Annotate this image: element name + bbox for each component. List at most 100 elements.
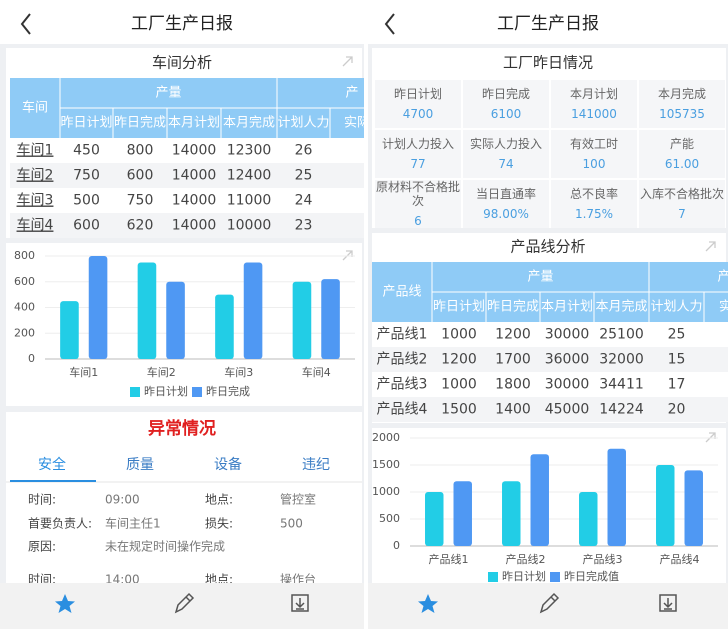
bar [453,481,472,546]
summary-cell-text: 本月完成 105735 [639,80,725,128]
bar [425,492,444,546]
tab[interactable]: 设备 [214,456,242,473]
bar [530,454,549,546]
summary-value: 98.00% [483,207,529,221]
table-row [10,188,364,213]
summary-cell [463,130,549,178]
detail-text: 时间: [28,493,56,507]
download-icon[interactable] [291,594,309,612]
table-cell: 25 [668,327,686,343]
detail-text: 管控室 [280,492,316,507]
summary-label: 入库不合格批次 [639,187,724,201]
tab[interactable]: 质量 [126,457,154,473]
x-tick-label: 车间3 [224,365,253,379]
y-tick-label: 500 [379,512,400,525]
table-cell: 14000 [172,168,217,184]
table-cell: 产品线2 [377,352,428,368]
table-cell: 14000 [172,218,217,234]
column-header: 昨日计划 [433,300,485,315]
summary-value: 74 [498,157,514,171]
summary-label: 昨日计划 [393,87,442,101]
x-tick-label: 产品线1 [429,552,469,566]
group-header: 车间 [22,100,48,116]
table-cell: 600 [127,168,154,184]
table-cell: 车间3 [17,192,54,209]
header-title: 工厂生产日报 [131,14,233,34]
anomaly-title: 异常情况 [148,418,216,439]
table-cell: 1700 [495,352,531,368]
x-tick-label: 车间4 [302,365,331,379]
summary-value: 105735 [659,107,705,121]
table-cell: 34411 [599,377,644,393]
bar [607,448,626,546]
table-cell: 800 [127,143,154,159]
column-header: 本月完成 [223,116,275,131]
table-cell: 11000 [227,193,272,209]
bar [656,465,675,546]
summary-value: 61.00 [664,157,700,171]
summary-cell-content: 有效工时 100 [570,137,618,171]
edit-icon[interactable] [539,592,560,614]
table-row [372,372,728,397]
summary-cell [639,130,725,178]
x-tick-label: 车间1 [69,365,98,379]
table-cell: 产品线1 [377,327,428,343]
summary-label: 实际人力投入 [469,137,542,151]
table-cell: 30000 [545,327,590,343]
bar [321,279,340,359]
bar [243,262,263,359]
y-tick-label: 600 [14,275,35,288]
y-tick-label: 2000 [372,431,400,444]
table-cell: 产品线4 [377,402,428,418]
table-cell: 36000 [545,352,590,368]
edit-icon[interactable] [174,592,195,614]
table-cell: 32000 [599,352,644,368]
detail-text: 500 [280,517,303,531]
table-cell: 1000 [441,377,477,393]
back-button[interactable] [20,13,31,35]
y-tick-label: 1500 [372,458,400,471]
y-tick-label: 800 [14,249,35,262]
detail-text: 地点: [205,493,233,507]
tab[interactable]: 安全 [38,456,66,473]
download-icon[interactable] [659,594,677,612]
legend-swatch [192,387,202,397]
summary-cell [375,80,461,128]
star-icon[interactable] [418,594,438,613]
detail-text: 操作台 [280,572,316,587]
summary-label: 计划人力投入 [381,137,454,151]
tab[interactable]: 违纪 [302,457,330,473]
group-header: 产量 [155,86,181,101]
back-button[interactable] [384,13,395,35]
star-icon[interactable] [55,594,75,613]
detail-text: 损失: [205,516,233,531]
summary-value: 1.75% [574,207,614,221]
card [6,412,362,583]
table-cell: 17 [668,377,686,393]
column-header: 计划人力 [650,300,702,315]
bottom-nav [0,583,364,629]
table-cell: 1400 [495,402,531,418]
column-header: 计划人力 [277,116,329,131]
summary-cell-text: 本月计划 141000 [551,80,637,128]
table-cell: 1200 [441,352,477,368]
table-cell: 25100 [599,327,644,343]
summary-cell-text: 原材料不合格批次 6 [375,180,461,228]
column-header: 本月完成 [595,300,647,315]
summary-label: 本月计划 [569,87,618,101]
detail-text: 首要负责人: [28,517,92,531]
table-cell: 24 [295,193,313,209]
summary-cell-content: 本月完成 105735 [639,80,725,128]
table-cell: 750 [127,193,154,209]
summary-cell-content: 实际人力投入 74 [469,137,542,171]
group-header: 产 [717,270,728,285]
summary-cell [551,130,637,178]
column-header: 昨日计划 [60,116,112,131]
summary-cell [639,80,725,128]
summary-cell-content: 总不良率 1.75% [570,187,618,221]
detail-text: 原因: [28,540,56,554]
summary-cell-content: 昨日完成 6100 [482,87,530,121]
table-cell: 1200 [495,327,531,343]
bottom-nav [368,583,728,629]
